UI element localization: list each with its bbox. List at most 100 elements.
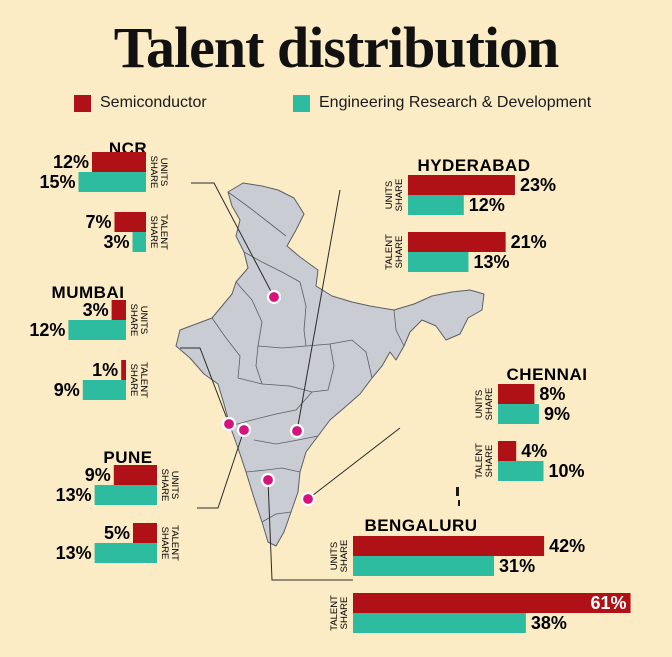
metric-label-line2: SHARE: [339, 597, 350, 630]
metric-label-mumbai-talent: TALENTSHARE: [128, 362, 149, 398]
bar-pune-talent-semi: [133, 523, 157, 543]
marker-mumbai-2: [236, 422, 252, 438]
metric-label-line2: SHARE: [484, 388, 495, 421]
metric-label-hyderabad-units: UNITSSHARE: [384, 179, 405, 212]
value-chennai-units-erd: 9%: [544, 404, 570, 424]
bar-bengaluru-units-erd: [353, 556, 495, 576]
metric-label-line2: SHARE: [128, 304, 139, 337]
page-title: Talent distribution: [113, 15, 560, 80]
metric-label-mumbai-units: UNITSSHARE: [128, 304, 149, 337]
value-pune-units-semi: 9%: [85, 465, 111, 485]
value-chennai-talent-erd: 10%: [549, 461, 585, 481]
bar-hyderabad-units-semi: [408, 175, 515, 195]
value-mumbai-units-erd: 12%: [29, 320, 65, 340]
metric-label-line2: SHARE: [148, 156, 159, 189]
value-mumbai-units-semi: 3%: [83, 300, 109, 320]
islands: [456, 487, 460, 506]
leader-ncr: [191, 182, 275, 298]
bar-mumbai-units-semi: [111, 300, 126, 320]
metric-label-pune-talent: TALENTSHARE: [159, 525, 180, 561]
metric-label-ncr-units: UNITSSHARE: [148, 156, 169, 189]
bar-hyderabad-talent-erd: [408, 252, 469, 272]
bar-chennai-units-erd: [498, 404, 539, 424]
metric-label-pune-units: UNITSSHARE: [159, 469, 180, 502]
bar-bengaluru-talent-semi: [353, 593, 631, 613]
value-bengaluru-units-semi: 42%: [549, 536, 585, 556]
legend-label-semiconductor: Semiconductor: [100, 94, 207, 111]
value-pune-talent-erd: 13%: [56, 543, 92, 563]
value-bengaluru-units-erd: 31%: [499, 556, 535, 576]
metric-label-line1: UNITS: [474, 390, 485, 419]
leader-pune: [197, 429, 245, 509]
bar-chennai-units-semi: [498, 384, 535, 404]
metric-label-line1: TALENT: [384, 234, 395, 270]
metric-label-line1: TALENT: [138, 362, 149, 398]
city-label-mumbai: MUMBAI: [52, 283, 125, 302]
bar-hyderabad-units-erd: [408, 195, 464, 215]
metric-label-hyderabad-talent: TALENTSHARE: [384, 234, 405, 270]
bar-mumbai-units-erd: [68, 320, 126, 340]
legend-swatch-semiconductor: [74, 94, 91, 112]
city-label-chennai: CHENNAI: [507, 365, 588, 384]
bar-pune-talent-erd: [94, 543, 157, 563]
bar-hyderabad-talent-semi: [408, 232, 506, 252]
value-hyderabad-units-erd: 12%: [469, 195, 505, 215]
metric-label-line2: SHARE: [394, 179, 405, 212]
leader-chennai: [307, 427, 401, 500]
value-pune-units-erd: 13%: [56, 485, 92, 505]
legend-erd: Engineering Research & Development: [293, 94, 591, 112]
island-mark: [458, 500, 460, 506]
metric-label-line1: UNITS: [329, 542, 340, 571]
value-ncr-units-semi: 12%: [53, 152, 89, 172]
metric-label-line2: SHARE: [128, 364, 139, 397]
metric-label-line1: TALENT: [329, 595, 340, 631]
bar-bengaluru-talent-erd: [353, 613, 526, 633]
metric-label-chennai-units: UNITSSHARE: [474, 388, 495, 421]
metric-label-line2: SHARE: [394, 236, 405, 269]
metric-label-line2: SHARE: [159, 469, 170, 502]
panel-hyderabad: HYDERABAD23%12%UNITSSHARE21%13%TALENTSHA…: [384, 156, 556, 272]
city-label-pune: PUNE: [103, 448, 152, 467]
panel-bengaluru: BENGALURU42%31%UNITSSHARE61%38%TALENTSHA…: [329, 516, 631, 633]
marker-bengaluru: [260, 472, 276, 488]
state-borders: [211, 191, 405, 523]
metric-label-line1: TALENT: [158, 214, 169, 250]
value-ncr-talent-semi: 7%: [85, 212, 111, 232]
bar-mumbai-talent-erd: [82, 380, 126, 400]
value-bengaluru-talent-semi: 61%: [591, 593, 627, 613]
value-bengaluru-talent-erd: 38%: [531, 613, 567, 633]
bar-bengaluru-units-semi: [353, 536, 545, 556]
metric-label-line1: TALENT: [169, 525, 180, 561]
metric-label-line1: UNITS: [138, 306, 149, 335]
value-mumbai-talent-erd: 9%: [54, 380, 80, 400]
metric-label-line2: SHARE: [339, 540, 350, 573]
city-label-bengaluru: BENGALURU: [364, 516, 477, 535]
bar-chennai-talent-erd: [498, 461, 544, 481]
metric-label-line2: SHARE: [159, 527, 170, 560]
bar-ncr-units-semi: [92, 152, 146, 172]
bar-pune-units-semi: [113, 465, 157, 485]
bar-chennai-talent-semi: [498, 441, 517, 461]
marker-hyderabad: [289, 423, 305, 439]
metric-label-line1: UNITS: [384, 181, 395, 210]
metric-label-line2: SHARE: [484, 445, 495, 478]
bar-mumbai-talent-semi: [121, 360, 126, 380]
value-hyderabad-units-semi: 23%: [520, 175, 556, 195]
bar-pune-units-erd: [94, 485, 157, 505]
value-ncr-talent-erd: 3%: [103, 232, 129, 252]
value-hyderabad-talent-erd: 13%: [473, 252, 509, 272]
metric-label-line1: TALENT: [474, 443, 485, 479]
leader-bengaluru: [267, 479, 353, 581]
value-ncr-units-erd: 15%: [39, 172, 75, 192]
value-chennai-units-semi: 8%: [539, 384, 565, 404]
legend-label-erd: Engineering Research & Development: [319, 94, 592, 111]
metric-label-bengaluru-units: UNITSSHARE: [329, 540, 350, 573]
india-map: [175, 182, 485, 547]
bar-ncr-units-erd: [78, 172, 146, 192]
